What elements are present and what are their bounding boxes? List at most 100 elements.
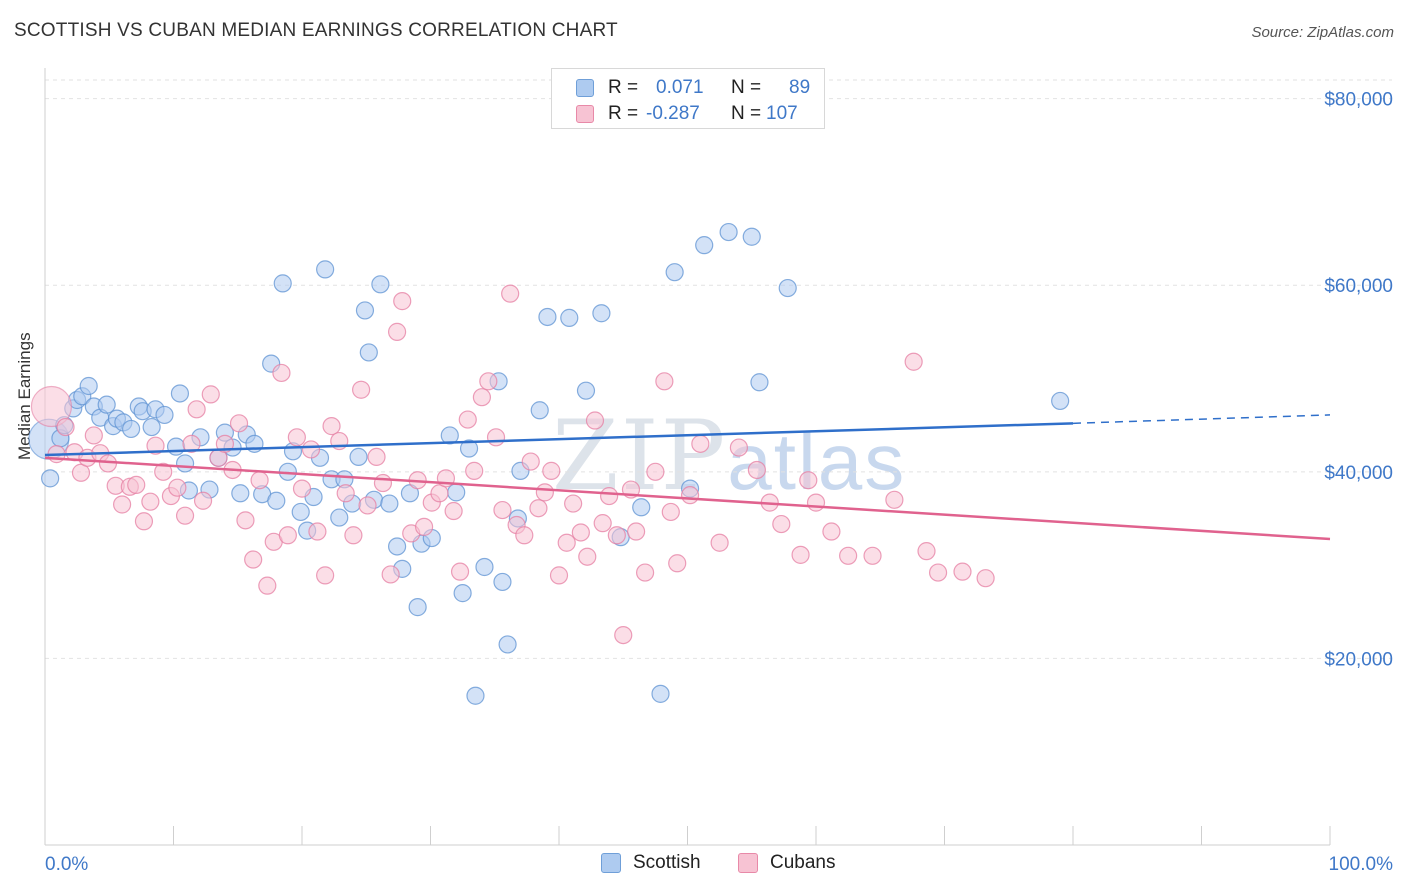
cubans-point — [193, 491, 213, 510]
cubans-point — [564, 494, 583, 513]
cubans-point — [187, 400, 206, 419]
scottish-point — [750, 373, 769, 392]
source-note: Source: ZipAtlas.com — [1251, 24, 1394, 41]
y-tick-label: $60,000 — [1324, 276, 1393, 297]
y-tick-label: $40,000 — [1324, 463, 1393, 484]
scottish-point — [560, 308, 579, 327]
legend-r-label: R = — [608, 103, 639, 124]
bottom-legend-label-scottish: Scottish — [633, 852, 701, 873]
scottish-point — [651, 684, 670, 703]
scottish-point — [231, 484, 250, 503]
scottish-trend-extension — [1072, 414, 1331, 425]
cubans-point — [182, 434, 201, 453]
cubans-point — [863, 546, 882, 565]
cubans-point — [344, 526, 363, 545]
cubans-trend-line — [44, 456, 1331, 541]
cubans-point — [655, 372, 674, 391]
scottish-point — [371, 275, 390, 294]
scottish-point — [447, 483, 466, 502]
cubans-point — [600, 486, 619, 506]
cubans-point — [904, 352, 923, 371]
scottish-point — [380, 494, 399, 513]
cubans-point — [336, 484, 355, 503]
cubans-point — [729, 438, 749, 457]
cubans-point — [201, 385, 220, 404]
scottish-trend-line — [44, 422, 1074, 457]
cubans-point — [593, 514, 612, 533]
bottom-legend-swatch-cubans — [738, 853, 758, 873]
legend-r-value: 0.071 — [656, 77, 704, 98]
cubans-point — [691, 434, 710, 453]
scottish-point — [453, 584, 472, 603]
scottish-point — [273, 274, 292, 293]
scottish-point — [408, 598, 427, 617]
cubans-point — [529, 499, 548, 518]
cubans-point — [917, 542, 936, 561]
cubans-point — [549, 566, 569, 585]
cubans-point — [806, 493, 826, 512]
legend-n-label: N = — [731, 103, 762, 124]
scottish-point — [742, 227, 761, 246]
cubans-point — [953, 562, 972, 581]
cubans-point — [607, 526, 626, 545]
scottish-point — [355, 301, 375, 320]
scottish-point — [632, 498, 651, 517]
scottish-point — [330, 508, 349, 527]
cubans-point — [791, 545, 810, 564]
scottish-point — [121, 419, 141, 439]
cubans-point-large — [30, 385, 73, 428]
bottom-legend-swatch-scottish — [601, 853, 621, 873]
legend-r-value: -0.287 — [646, 103, 700, 124]
scottish-point — [695, 236, 714, 255]
cubans-point — [250, 471, 269, 490]
scottish-point — [530, 401, 549, 420]
scottish-point — [1051, 391, 1070, 411]
legend-r-label: R = — [608, 77, 639, 98]
cubans-point — [258, 576, 277, 595]
cubans-point — [710, 533, 729, 552]
legend-swatch-cubans — [576, 105, 594, 123]
scottish-point — [79, 376, 98, 396]
cubans-point — [373, 473, 393, 493]
cubans-point — [885, 490, 904, 509]
cubans-point — [515, 526, 534, 545]
cubans-point — [535, 483, 554, 502]
legend-n-value: 89 — [789, 77, 811, 98]
scottish-point — [291, 502, 310, 522]
cubans-point — [571, 523, 590, 542]
scottish-point — [459, 439, 479, 458]
cubans-point — [352, 380, 371, 399]
cubans-point — [301, 440, 321, 459]
cubans-point — [450, 562, 470, 581]
scottish-point — [142, 417, 161, 437]
scottish-point — [778, 278, 797, 298]
scottish-point — [349, 447, 368, 467]
y-tick-label: $20,000 — [1324, 649, 1393, 670]
cubans-point — [557, 533, 576, 552]
correlation-legend: R = 0.071 N = 89 R = -0.287 N = 107 — [551, 68, 825, 129]
cubans-point — [839, 546, 858, 565]
cubans-point — [585, 411, 605, 430]
scottish-point — [719, 222, 738, 242]
scottish-point — [538, 307, 557, 327]
cubans-point — [772, 514, 791, 534]
scottish-point — [166, 437, 186, 456]
cubans-point — [84, 426, 103, 445]
cubans-point — [747, 460, 766, 480]
scottish-point — [175, 454, 195, 473]
legend-n-value: 107 — [766, 103, 798, 124]
cubans-point — [215, 434, 234, 453]
cubans-point — [486, 428, 506, 447]
cubans-point — [928, 563, 948, 582]
cubans-point — [799, 471, 818, 490]
scottish-point — [498, 635, 517, 654]
cubans-point — [680, 486, 700, 505]
scottish-point — [576, 381, 596, 400]
cubans-point — [668, 554, 687, 573]
scottish-point — [475, 557, 494, 577]
cubans-point — [387, 322, 407, 341]
scottish-point — [466, 686, 485, 705]
scottish-point — [267, 491, 286, 510]
scottish-point — [170, 384, 190, 403]
